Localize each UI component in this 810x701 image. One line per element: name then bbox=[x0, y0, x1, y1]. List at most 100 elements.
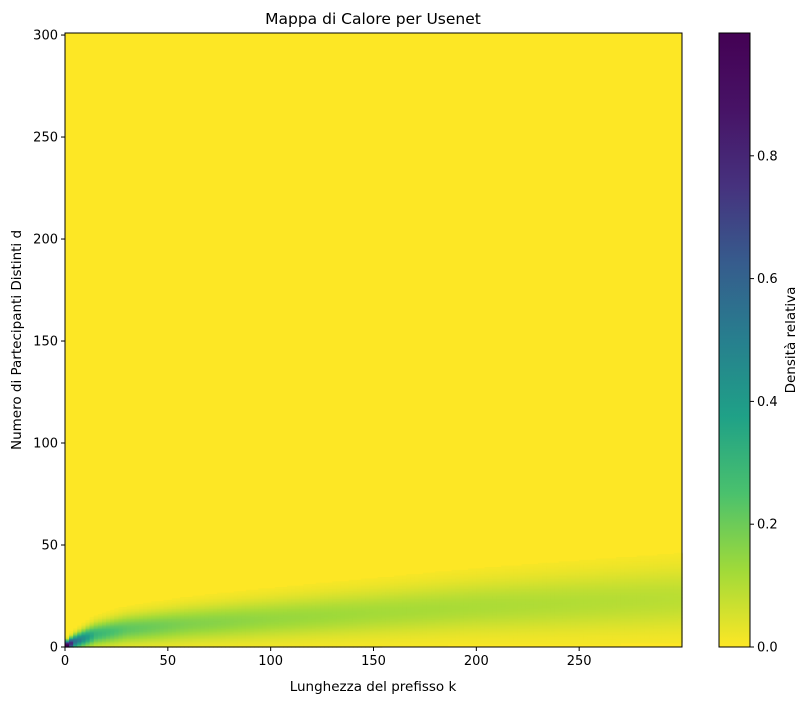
heatmap-cell bbox=[328, 617, 333, 620]
heatmap-cell bbox=[340, 644, 346, 647]
heatmap-cell bbox=[492, 635, 498, 638]
heatmap-cell bbox=[233, 641, 239, 644]
heatmap-cell bbox=[394, 618, 399, 621]
heatmap-cell bbox=[143, 608, 148, 611]
heatmap-cell bbox=[89, 638, 95, 641]
heatmap-cell bbox=[538, 581, 543, 584]
heatmap-cell bbox=[283, 594, 288, 597]
heatmap-cell bbox=[352, 608, 358, 611]
heatmap-cell bbox=[439, 587, 445, 590]
heatmap-cell bbox=[488, 637, 494, 640]
heatmap-cell bbox=[352, 627, 358, 630]
heatmap-cell bbox=[385, 621, 391, 624]
heatmap-cell bbox=[418, 609, 424, 612]
heatmap-cell bbox=[93, 634, 99, 637]
heatmap-cell bbox=[254, 644, 259, 647]
heatmap-cell bbox=[422, 619, 428, 622]
heatmap-cell bbox=[525, 619, 531, 622]
heatmap-cell bbox=[208, 642, 214, 645]
heatmap-cell bbox=[525, 599, 531, 602]
heatmap-cell bbox=[357, 615, 362, 618]
heatmap-cell bbox=[385, 595, 391, 598]
heatmap-cell bbox=[418, 635, 424, 638]
heatmap-cell bbox=[521, 604, 527, 607]
heatmap-cell bbox=[110, 618, 115, 621]
heatmap-cell bbox=[357, 624, 362, 627]
heatmap-cell bbox=[262, 605, 268, 608]
heatmap-cell bbox=[550, 631, 556, 634]
heatmap-cell bbox=[529, 571, 535, 574]
heatmap-cell bbox=[340, 582, 346, 585]
heatmap-cell bbox=[422, 574, 428, 577]
heatmap-cell bbox=[192, 601, 198, 604]
heatmap-cell bbox=[126, 628, 132, 631]
heatmap-cell bbox=[505, 579, 510, 582]
heatmap-cell bbox=[550, 599, 556, 602]
heatmap-cell bbox=[307, 595, 313, 598]
heatmap-cell bbox=[233, 602, 239, 605]
heatmap-cell bbox=[315, 634, 321, 637]
heatmap-cell bbox=[533, 595, 539, 598]
heatmap-cell bbox=[373, 621, 379, 624]
heatmap-cell bbox=[357, 605, 362, 608]
heatmap-background bbox=[65, 33, 682, 647]
heatmap-cell bbox=[521, 602, 527, 605]
heatmap-cell bbox=[447, 572, 453, 575]
heatmap-cell bbox=[447, 609, 453, 612]
heatmap-cell bbox=[196, 627, 202, 630]
heatmap-cell bbox=[501, 565, 506, 568]
heatmap-cell bbox=[295, 639, 301, 642]
heatmap-cell bbox=[385, 597, 391, 600]
heatmap-cell bbox=[546, 589, 551, 592]
heatmap-cell bbox=[529, 588, 535, 591]
heatmap-cell bbox=[426, 592, 432, 595]
heatmap-cell bbox=[278, 589, 284, 592]
heatmap-cell bbox=[176, 611, 181, 614]
heatmap-cell bbox=[546, 572, 551, 575]
heatmap-cell bbox=[468, 594, 473, 597]
heatmap-cell bbox=[418, 617, 424, 620]
heatmap-cell bbox=[328, 598, 333, 601]
heatmap-cell bbox=[167, 621, 173, 624]
heatmap-cell bbox=[488, 591, 494, 594]
heatmap-cell bbox=[122, 618, 128, 621]
heatmap-cell bbox=[118, 614, 124, 617]
heatmap-cell bbox=[480, 602, 486, 605]
heatmap-cell bbox=[455, 577, 461, 580]
heatmap-cell bbox=[102, 624, 107, 627]
heatmap-cell bbox=[463, 611, 469, 614]
heatmap-cell bbox=[283, 638, 288, 641]
heatmap-cell bbox=[155, 619, 161, 622]
heatmap-cell bbox=[336, 597, 342, 600]
heatmap-cell bbox=[241, 604, 247, 607]
heatmap-cell bbox=[307, 588, 313, 591]
heatmap-cell bbox=[254, 611, 259, 614]
heatmap-cell bbox=[352, 598, 358, 601]
heatmap-cell bbox=[533, 611, 539, 614]
heatmap-cell bbox=[176, 622, 181, 625]
heatmap-cell bbox=[521, 631, 527, 634]
heatmap-cell bbox=[151, 621, 157, 624]
heatmap-cell bbox=[488, 582, 494, 585]
heatmap-cell bbox=[262, 598, 268, 601]
heatmap-cell bbox=[377, 622, 383, 625]
heatmap-cell bbox=[196, 605, 202, 608]
heatmap-cell bbox=[546, 562, 551, 565]
heatmap-cell bbox=[492, 612, 498, 615]
heatmap-cell bbox=[484, 609, 490, 612]
heatmap-cell bbox=[496, 602, 502, 605]
heatmap-cell bbox=[410, 574, 416, 577]
heatmap-cell bbox=[517, 635, 523, 638]
heatmap-cell bbox=[69, 634, 74, 637]
heatmap-cell bbox=[69, 638, 74, 641]
heatmap-cell bbox=[283, 587, 288, 590]
heatmap-cell bbox=[102, 621, 107, 624]
heatmap-cell bbox=[139, 637, 144, 640]
heatmap-cell bbox=[167, 628, 173, 631]
heatmap-cell bbox=[176, 615, 181, 618]
heatmap-cell bbox=[320, 631, 325, 634]
heatmap-cell bbox=[525, 577, 531, 580]
heatmap-cell bbox=[192, 641, 198, 644]
heatmap-cell bbox=[258, 605, 264, 608]
heatmap-cell bbox=[89, 631, 95, 634]
